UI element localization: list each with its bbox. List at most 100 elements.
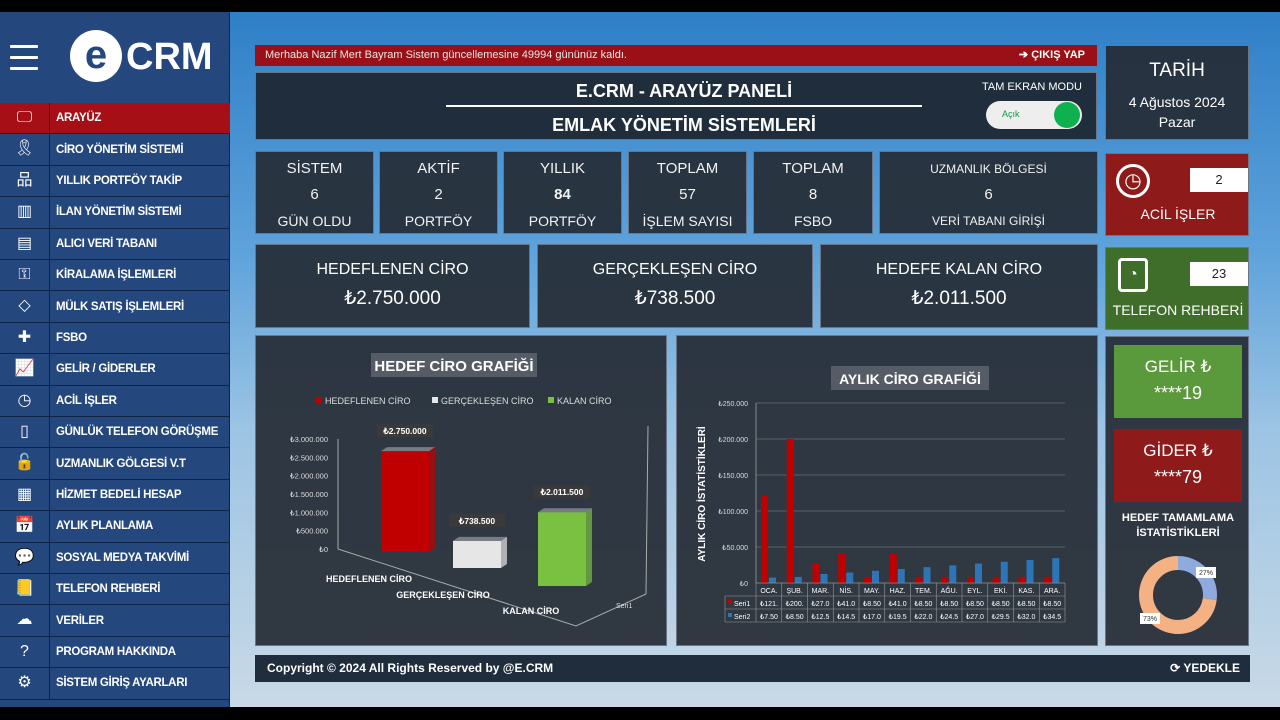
stat-caption: VERİ TABANI GİRİŞİ bbox=[932, 214, 1045, 228]
floor-edge bbox=[337, 548, 647, 627]
sidebar-item-14[interactable]: 📅 AYLIK PLANLAMA bbox=[0, 511, 230, 543]
expense-card[interactable]: GİDER ₺ ****79 bbox=[1114, 429, 1242, 502]
sidebar-item-label: SİSTEM GİRİŞ AYARLARI bbox=[56, 677, 188, 690]
bar-side bbox=[586, 508, 592, 586]
table-cell: ₺121. bbox=[760, 600, 778, 608]
income-card[interactable]: GELİR ₺ ****19 bbox=[1114, 345, 1242, 418]
sidebar-item-10[interactable]: ◷ ACİL İŞLER bbox=[0, 385, 230, 417]
y-tick-label: ₺3.000.000 bbox=[290, 435, 328, 444]
y-tick-label: ₺2.000.000 bbox=[290, 472, 328, 481]
stat-title: AKTİF bbox=[417, 160, 460, 177]
legend-swatch bbox=[728, 600, 732, 604]
stat-caption: PORTFÖY bbox=[404, 213, 473, 229]
sidebar-item-6[interactable]: ⚿ KİRALAMA İŞLEMLERİ bbox=[0, 260, 230, 292]
bar-seri1 bbox=[838, 553, 846, 583]
sidebar-item-13[interactable]: ▦ HİZMET BEDELİ HESAP bbox=[0, 479, 230, 512]
revenue-value: ₺2.011.500 bbox=[911, 288, 1007, 309]
sidebar-item-17[interactable]: ☁ VERİLER bbox=[0, 605, 230, 637]
stat-card: TOPLAM 8 FSBO bbox=[753, 151, 873, 234]
y-tick-label: ₺2.500.000 bbox=[290, 453, 328, 462]
sidebar-item-9[interactable]: 📈 GELİR / GİDERLER bbox=[0, 354, 230, 386]
calendar-icon: 📅 bbox=[0, 511, 50, 542]
legend-swatch bbox=[432, 397, 438, 403]
sidebar-item-5[interactable]: ▤ ALICI VERİ TABANI bbox=[0, 228, 230, 260]
footer: Copyright © 2024 All Rights Reserved by … bbox=[255, 655, 1250, 682]
backup-button[interactable]: ⟳ YEDEKLE bbox=[1170, 655, 1240, 682]
x-category-label: ARA. bbox=[1044, 588, 1060, 595]
sidebar-item-16[interactable]: 📒 TELEFON REHBERİ bbox=[0, 574, 230, 606]
day-value: Pazar bbox=[1158, 114, 1196, 130]
bar-seri1 bbox=[941, 576, 949, 583]
target-revenue-chart: HEDEF CİRO GRAFİĞİ HEDEFLENEN CİRO GERÇEKL… bbox=[290, 353, 649, 627]
table-cell: ₺24.5 bbox=[940, 613, 958, 621]
donut-label-bg bbox=[1140, 613, 1160, 624]
chart-title-bg bbox=[371, 353, 537, 377]
revenue-label: HEDEFLENEN CİRO bbox=[316, 261, 469, 278]
stat-value: 2 bbox=[434, 186, 443, 203]
copyright: Copyright © 2024 All Rights Reserved by … bbox=[267, 661, 554, 675]
sidebar-item-label: KİRALAMA İŞLEMLERİ bbox=[56, 269, 177, 282]
sidebar-item-8[interactable]: ✚ FSBO bbox=[0, 322, 230, 355]
hamburger-menu-icon[interactable] bbox=[10, 45, 38, 71]
table-cell: ₺41.0 bbox=[889, 600, 907, 608]
donut-label: 73% bbox=[1143, 616, 1157, 623]
sidebar-item-label: GELİR / GİDERLER bbox=[56, 363, 156, 376]
table-cell: ₺8.50 bbox=[940, 600, 958, 608]
logout-button[interactable]: ➔ ÇIKIŞ YAP bbox=[1019, 45, 1085, 66]
table-cell: ₺8.50 bbox=[1043, 600, 1061, 608]
sidebar-item-7[interactable]: ◇ MÜLK SATIŞ İŞLEMLERİ bbox=[0, 291, 230, 323]
sidebar-item-3[interactable]: 品 YILLIK PORTFÖY TAKİP bbox=[0, 165, 230, 198]
revenue-value: ₺738.500 bbox=[634, 288, 716, 309]
data-label-bg bbox=[377, 424, 433, 438]
data-label: ₺738.500 bbox=[458, 516, 495, 526]
data-label-bg bbox=[534, 485, 590, 499]
fullscreen-toggle[interactable]: Açık bbox=[986, 101, 1082, 129]
bar-top bbox=[538, 508, 592, 513]
urgent-tasks-card[interactable]: ◷ 2 ACİL İŞLER bbox=[1105, 153, 1249, 236]
revenue-card: HEDEFLENEN CİRO ₺2.750.000 bbox=[255, 244, 530, 328]
handshake-icon: ◇ bbox=[0, 291, 50, 322]
sidebar-item-18[interactable]: ? PROGRAM HAKKINDA bbox=[0, 636, 230, 669]
sidebar-item-12[interactable]: 🔓 UZMANLIK GÖLGESİ V.T bbox=[0, 448, 230, 480]
series-name: Seri1 bbox=[734, 601, 750, 608]
logo-icon: e bbox=[70, 30, 122, 82]
sidebar-item-19[interactable]: ⚙ SİSTEM GİRİŞ AYARLARI bbox=[0, 668, 230, 700]
x-category-label: EYL. bbox=[967, 588, 982, 595]
bar-seri2 bbox=[897, 568, 905, 583]
table-cell: ₺8.50 bbox=[1017, 600, 1035, 608]
revenue-label: GERÇEKLEŞEN CİRO bbox=[592, 261, 758, 278]
series-name: Seri2 bbox=[734, 614, 750, 621]
stat-card: TOPLAM 57 İŞLEM SAYISI bbox=[628, 151, 747, 234]
bar-side bbox=[501, 536, 507, 568]
legend-label: GERÇEKLEŞEN CİRO bbox=[441, 396, 534, 406]
phonebook-card[interactable]: ◔ 23 TELEFON REHBERİ bbox=[1105, 247, 1249, 330]
logo-text: CRM bbox=[126, 36, 213, 78]
x-category-label: AĞU. bbox=[941, 586, 958, 595]
x-category-label: KAS. bbox=[1018, 588, 1034, 595]
urgent-count: 2 bbox=[1190, 168, 1248, 192]
sidebar-item-11[interactable]: ▯ GÜNLÜK TELEFON GÖRÜŞME bbox=[0, 417, 230, 449]
sidebar-item-1[interactable]: 🖵 ARAYÜZ bbox=[0, 103, 230, 135]
stat-value: 57 bbox=[679, 186, 696, 203]
stat-caption: PORTFÖY bbox=[528, 213, 597, 229]
table-cell: ₺14.5 bbox=[837, 613, 855, 621]
table-cell: ₺17.0 bbox=[863, 613, 881, 621]
monitor-icon: 🖵 bbox=[0, 103, 50, 134]
table-cell: ₺8.50 bbox=[914, 600, 932, 608]
revenue-card: GERÇEKLEŞEN CİRO ₺738.500 bbox=[537, 244, 813, 328]
ribbon-icon: 🎗 bbox=[0, 134, 50, 165]
sidebar-item-label: SOSYAL MEDYA TAKVİMİ bbox=[56, 551, 189, 564]
sidebar-item-label: HİZMET BEDELİ HESAP bbox=[56, 488, 182, 501]
table-cell: ₺27.0 bbox=[966, 613, 984, 621]
sidebar-item-15[interactable]: 💬 SOSYAL MEDYA TAKVİMİ bbox=[0, 542, 230, 574]
sidebar-item-4[interactable]: ▥ İLAN YÖNETİM SİSTEMİ bbox=[0, 197, 230, 229]
stat-card: YILLIK 84 PORTFÖY bbox=[503, 151, 622, 234]
sidebar-item-2[interactable]: 🎗 CİRO YÖNETİM SİSTEMİ bbox=[0, 134, 230, 166]
bar-seri1 bbox=[864, 576, 871, 583]
page-subtitle: EMLAK YÖNETİM SİSTEMLERİ bbox=[552, 115, 816, 135]
chat-icon: 💬 bbox=[0, 542, 50, 573]
table-cell: ₺22.0 bbox=[914, 613, 932, 621]
bar-seri2 bbox=[1000, 561, 1008, 583]
greeting-text: Merhaba Nazif Mert Bayram Sistem güncell… bbox=[265, 49, 627, 61]
sidebar-item-label: İLAN YÖNETİM SİSTEMİ bbox=[56, 206, 182, 219]
